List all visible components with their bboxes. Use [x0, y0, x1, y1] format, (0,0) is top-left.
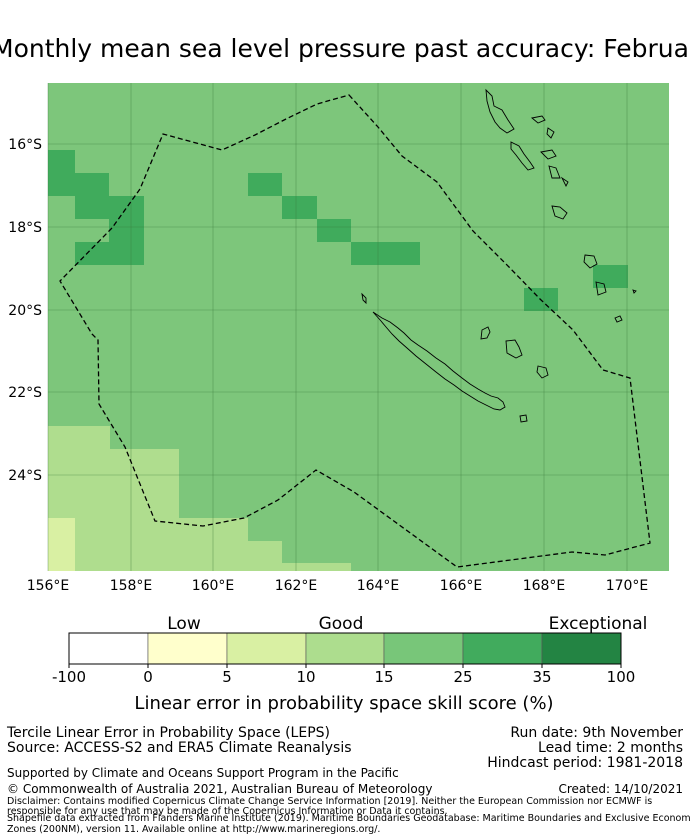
vanuatu-malakula [510, 141, 535, 171]
skill-cell [282, 196, 317, 219]
map-panel [47, 83, 669, 571]
vanuatu-espiritu-santo [485, 88, 515, 134]
colorbar-category-label: Exceptional [549, 614, 648, 634]
longitude-label: 156°E [27, 578, 70, 594]
colorbar-category-labels: Low Good Exceptional [167, 614, 647, 634]
vanuatu-tanna [595, 281, 607, 296]
skill-cell [179, 518, 248, 571]
colorbar-category-label: Low [167, 614, 201, 634]
colorbar-segment [226, 632, 307, 665]
colorbar-tick-label: 25 [453, 668, 472, 686]
disclaimer-line-2: responsible for any use that may be made… [7, 806, 448, 817]
vanuatu-ambae [530, 115, 546, 124]
skill-cell [48, 426, 110, 449]
longitude-labels: 156°E 158°E 160°E 162°E 164°E 166°E 168°E 170°E [27, 578, 649, 594]
latitude-label: 18°S [8, 220, 42, 236]
longitude-label: 170°E [606, 578, 649, 594]
isle-of-pines [519, 414, 528, 423]
map-title: Monthly mean sea level pressure past acc… [0, 34, 690, 68]
coastlines [361, 88, 637, 423]
latitude-label: 24°S [8, 468, 42, 484]
colorbar-segment [462, 632, 543, 665]
data-source: Source: ACCESS-S2 and ERA5 Climate Reana… [7, 740, 352, 756]
colorbar-segment [68, 632, 149, 665]
skill-cell [75, 242, 144, 265]
colorbar-tick-label: 35 [532, 668, 551, 686]
vanuatu-pentecost [540, 149, 557, 160]
small-islet-3 [632, 289, 637, 294]
colorbar-tick-label: 15 [374, 668, 393, 686]
skill-cell [282, 563, 351, 571]
colorbar-tick-label: 0 [143, 668, 153, 686]
new-caledonia-island [372, 311, 506, 411]
support-statement: Supported by Climate and Oceans Support … [7, 766, 399, 780]
skill-cells [48, 150, 628, 571]
colorbar-segment [541, 632, 622, 665]
latitude-label: 22°S [8, 385, 42, 401]
vanuatu-maewo [546, 127, 555, 139]
colorbar-tick-label: 10 [296, 668, 315, 686]
vanuatu-erromango [583, 254, 598, 269]
belep-island [361, 292, 367, 305]
loyalty-island-2 [505, 339, 523, 359]
shapefile-line-1: Shapefile data extracted from Flanders M… [7, 813, 690, 824]
latitude-label: 16°S [8, 137, 42, 153]
colorbar-tick-label: 100 [607, 668, 636, 686]
skill-cell [48, 518, 75, 571]
latitude-label: 20°S [8, 303, 42, 319]
colorbar-tick-label: -100 [52, 668, 86, 686]
vanuatu-epi [548, 165, 561, 179]
colorbar-segment [147, 632, 228, 665]
latitude-labels: 16°S 18°S 20°S 22°S 24°S [8, 137, 42, 484]
skill-cell [248, 541, 282, 571]
skill-cell [48, 150, 75, 173]
eez-boundary [59, 94, 651, 568]
colorbar-outline [68, 632, 622, 665]
lead-time: Lead time: 2 months [538, 740, 683, 756]
colorbar-segment [383, 632, 464, 665]
created-date: Created: 14/10/2021 [558, 782, 683, 796]
skill-cell [317, 219, 351, 242]
hindcast-period: Hindcast period: 1981-2018 [487, 755, 683, 771]
longitude-label: 168°E [523, 578, 566, 594]
longitude-label: 160°E [192, 578, 235, 594]
skill-cell [593, 265, 628, 288]
gridlines [47, 83, 669, 571]
longitude-label: 162°E [275, 578, 318, 594]
longitude-label: 158°E [110, 578, 153, 594]
skill-cell [248, 173, 282, 196]
loyalty-island-1 [480, 326, 491, 340]
copyright: © Commonwealth of Australia 2021, Austra… [7, 782, 433, 796]
skill-cell [109, 219, 144, 242]
longitude-label: 166°E [440, 578, 483, 594]
map-title-text: Monthly mean sea level pressure past acc… [0, 34, 690, 63]
colorbar-segment [305, 632, 385, 665]
colorbar-tick-label: 5 [222, 668, 232, 686]
small-islet [614, 315, 623, 323]
colorbar [68, 632, 622, 665]
shapefile-line-2: Zones (200NM), version 11. Available onl… [7, 824, 381, 835]
product-name: Tercile Linear Error in Probability Spac… [7, 725, 330, 741]
skill-cell [351, 242, 420, 265]
loyalty-island-3 [536, 365, 549, 379]
longitude-label: 164°E [357, 578, 400, 594]
colorbar-axis-label: Linear error in probability space skill … [134, 693, 553, 714]
vanuatu-efate [551, 205, 568, 220]
small-islet-2 [560, 176, 569, 188]
run-date: Run date: 9th November [510, 725, 683, 741]
colorbar-tick-labels: -100 0 5 10 15 25 35 100 [52, 664, 635, 686]
disclaimer-line-1: Disclaimer: Contains modified Copernicus… [7, 796, 653, 807]
colorbar-category-label: Good [319, 614, 364, 634]
skill-cell [48, 173, 109, 196]
skill-cell [75, 196, 144, 219]
